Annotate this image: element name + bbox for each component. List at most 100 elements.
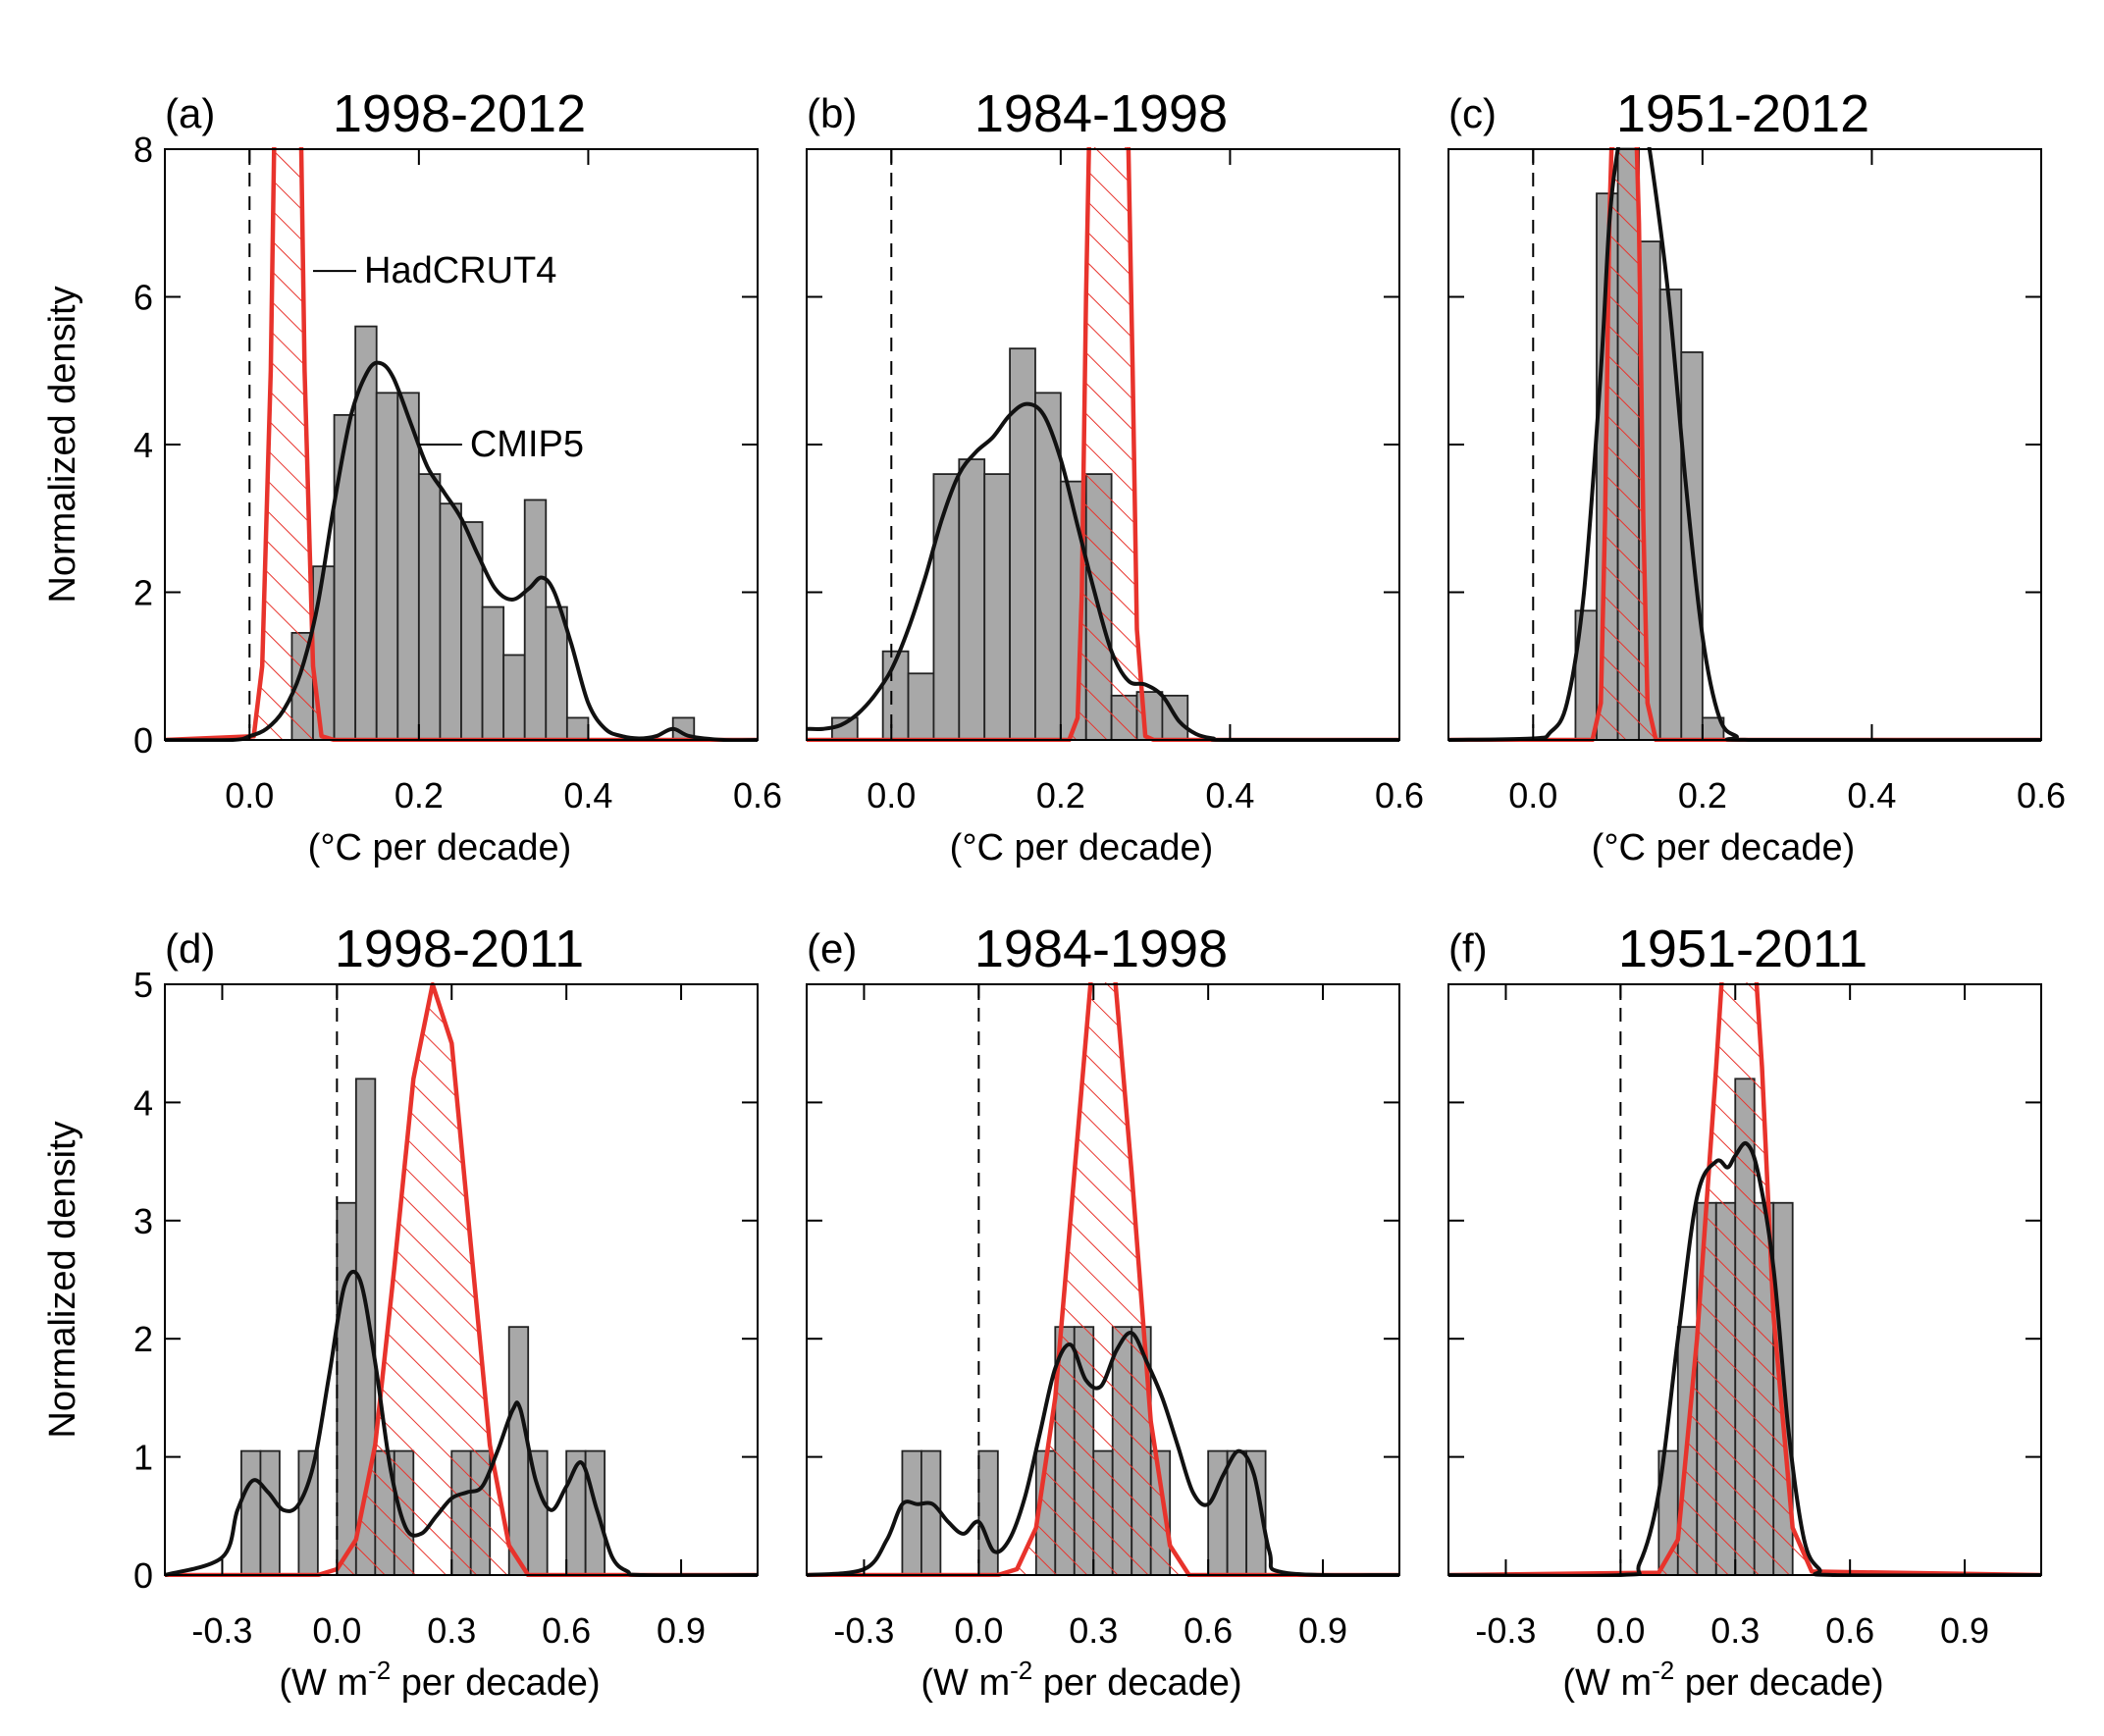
- y-tick-label: 2: [133, 573, 153, 613]
- histogram-bar: [932, 473, 961, 741]
- panel-c: 0.0 0.2 0.4 0.6 (c) 1951-2012 (°C per decade): [1447, 84, 2066, 868]
- x-tick-label: 0.9: [1940, 1610, 1989, 1651]
- y-tick-label: 4: [133, 1082, 153, 1123]
- x-tick-label: -0.3: [191, 1610, 252, 1651]
- x-tick-label: 0.6: [733, 775, 782, 815]
- observed-curve: [807, 982, 1399, 1577]
- panel-letter: (b): [807, 90, 857, 136]
- panel-title: 1951-2012: [1616, 84, 1869, 143]
- histogram-bar: [240, 1449, 262, 1576]
- y-tick-label: 6: [133, 278, 153, 318]
- histogram-bar: [1226, 1449, 1248, 1576]
- x-axis-label-superscript: -2: [1010, 1656, 1032, 1685]
- x-axis-label-superscript: -2: [368, 1656, 391, 1685]
- x-tick-label: 0.2: [1036, 775, 1085, 815]
- x-tick-label: -0.3: [833, 1610, 894, 1651]
- observed-curve: [1448, 982, 2041, 1577]
- model-kde-curve: [1448, 147, 2041, 742]
- panel-b: 0.0 0.2 0.4 0.6 (b) 1984-1998 (°C per decade): [806, 84, 1424, 868]
- y-tick-label: 8: [133, 130, 153, 170]
- model-kde-curve: [165, 1269, 758, 1577]
- x-axis-label-superscript: -2: [1652, 1656, 1674, 1685]
- x-tick-label: 0.4: [563, 775, 612, 815]
- x-tick-label: 0.0: [867, 775, 916, 815]
- x-tick-label: 0.3: [1069, 1610, 1118, 1651]
- y-tick-label: 4: [133, 425, 153, 465]
- x-axis-label-post: per decade): [1674, 1662, 1883, 1704]
- panel-title: 1984-1998: [974, 920, 1228, 978]
- x-axis-label: (°C per decade): [1592, 827, 1856, 868]
- panel-e: -0.3 0.0 0.3 0.6 0.9 (e) 1984-1998 (W m-2 per d…: [806, 920, 1400, 1704]
- plot-frame: [1447, 148, 2042, 741]
- panel-title: 1984-1998: [974, 84, 1228, 143]
- histogram-bar: [584, 1449, 606, 1576]
- x-axis-label-pre: (W m: [279, 1662, 368, 1704]
- x-axis-label-post: per decade): [391, 1662, 600, 1704]
- histogram-bar: [565, 716, 590, 741]
- x-tick-label: 0.0: [1508, 775, 1557, 815]
- histogram-bar: [333, 413, 357, 741]
- y-axis-label: Normalized density: [42, 286, 83, 603]
- histogram-bar: [958, 458, 986, 741]
- model-kde-curve: [807, 1331, 1399, 1577]
- histogram-bar: [907, 672, 935, 741]
- x-axis-label-pre: (W m: [1562, 1662, 1652, 1704]
- y-axis-label: Normalized density: [42, 1121, 83, 1438]
- x-axis-label: (W m-2 per decade): [920, 1656, 1241, 1704]
- x-tick-label: 0.4: [1847, 775, 1896, 815]
- histogram-bar: [977, 1449, 999, 1576]
- panel-title: 1951-2011: [1618, 920, 1867, 978]
- model-kde-curve: [1448, 1140, 2041, 1577]
- histogram-bar: [881, 650, 910, 741]
- histogram-bar: [439, 502, 462, 741]
- histogram-bar: [901, 1449, 922, 1576]
- observed-distribution: [1448, 147, 2041, 742]
- x-tick-label: 0.0: [312, 1610, 361, 1651]
- annotation-label: CMIP5: [470, 424, 584, 465]
- histogram-bar: [336, 1201, 357, 1576]
- histogram-bar: [527, 1449, 549, 1576]
- x-tick-label: 0.6: [542, 1610, 591, 1651]
- observed-distribution: [165, 147, 758, 742]
- observed-hatch-fill: [165, 147, 758, 740]
- y-tick-label: 0: [133, 720, 153, 761]
- observed-distribution: [807, 982, 1399, 1577]
- x-tick-label: 0.3: [427, 1610, 476, 1651]
- observed-distribution: [1448, 982, 2041, 1577]
- x-tick-label: 0.2: [1678, 775, 1727, 815]
- histogram-bar: [417, 473, 442, 741]
- x-tick-label: -0.3: [1475, 1610, 1536, 1651]
- observed-hatch-fill: [807, 982, 1399, 1575]
- histogram-bar: [523, 499, 548, 741]
- model-kde-curve: [165, 360, 758, 742]
- x-tick-label: 0.6: [2017, 775, 2066, 815]
- y-tick-label: 2: [133, 1319, 153, 1359]
- histogram-bar: [481, 605, 505, 741]
- x-tick-label: 0.9: [657, 1610, 706, 1651]
- observed-curve: [165, 147, 758, 742]
- observed-hatch-fill: [1448, 147, 2041, 740]
- observed-hatch-fill: [807, 147, 1399, 740]
- observed-curve: [807, 147, 1399, 742]
- x-axis-label: (W m-2 per decade): [1562, 1656, 1883, 1704]
- x-tick-label: 0.0: [225, 775, 274, 815]
- panel-letter: (d): [165, 925, 215, 972]
- x-axis-label: (°C per decade): [308, 827, 572, 868]
- annotation-label: HadCRUT4: [364, 250, 556, 291]
- x-tick-label: 0.6: [1825, 1610, 1874, 1651]
- y-tick-label: 1: [133, 1438, 153, 1478]
- x-tick-label: 0.0: [954, 1610, 1003, 1651]
- histogram-bar: [396, 392, 420, 741]
- plot-frame: [806, 983, 1400, 1576]
- histogram-bar: [1009, 347, 1036, 741]
- y-tick-label: 0: [133, 1555, 153, 1596]
- panel-title: 1998-2012: [333, 84, 586, 143]
- histogram-bar: [545, 605, 568, 741]
- observed-hatch-fill: [1448, 982, 2041, 1575]
- histogram-bar: [259, 1449, 281, 1576]
- x-tick-label: 0.4: [1205, 775, 1254, 815]
- panel-letter: (c): [1448, 90, 1497, 136]
- panel-letter: (a): [165, 90, 215, 136]
- x-tick-label: 0.6: [1184, 1610, 1233, 1651]
